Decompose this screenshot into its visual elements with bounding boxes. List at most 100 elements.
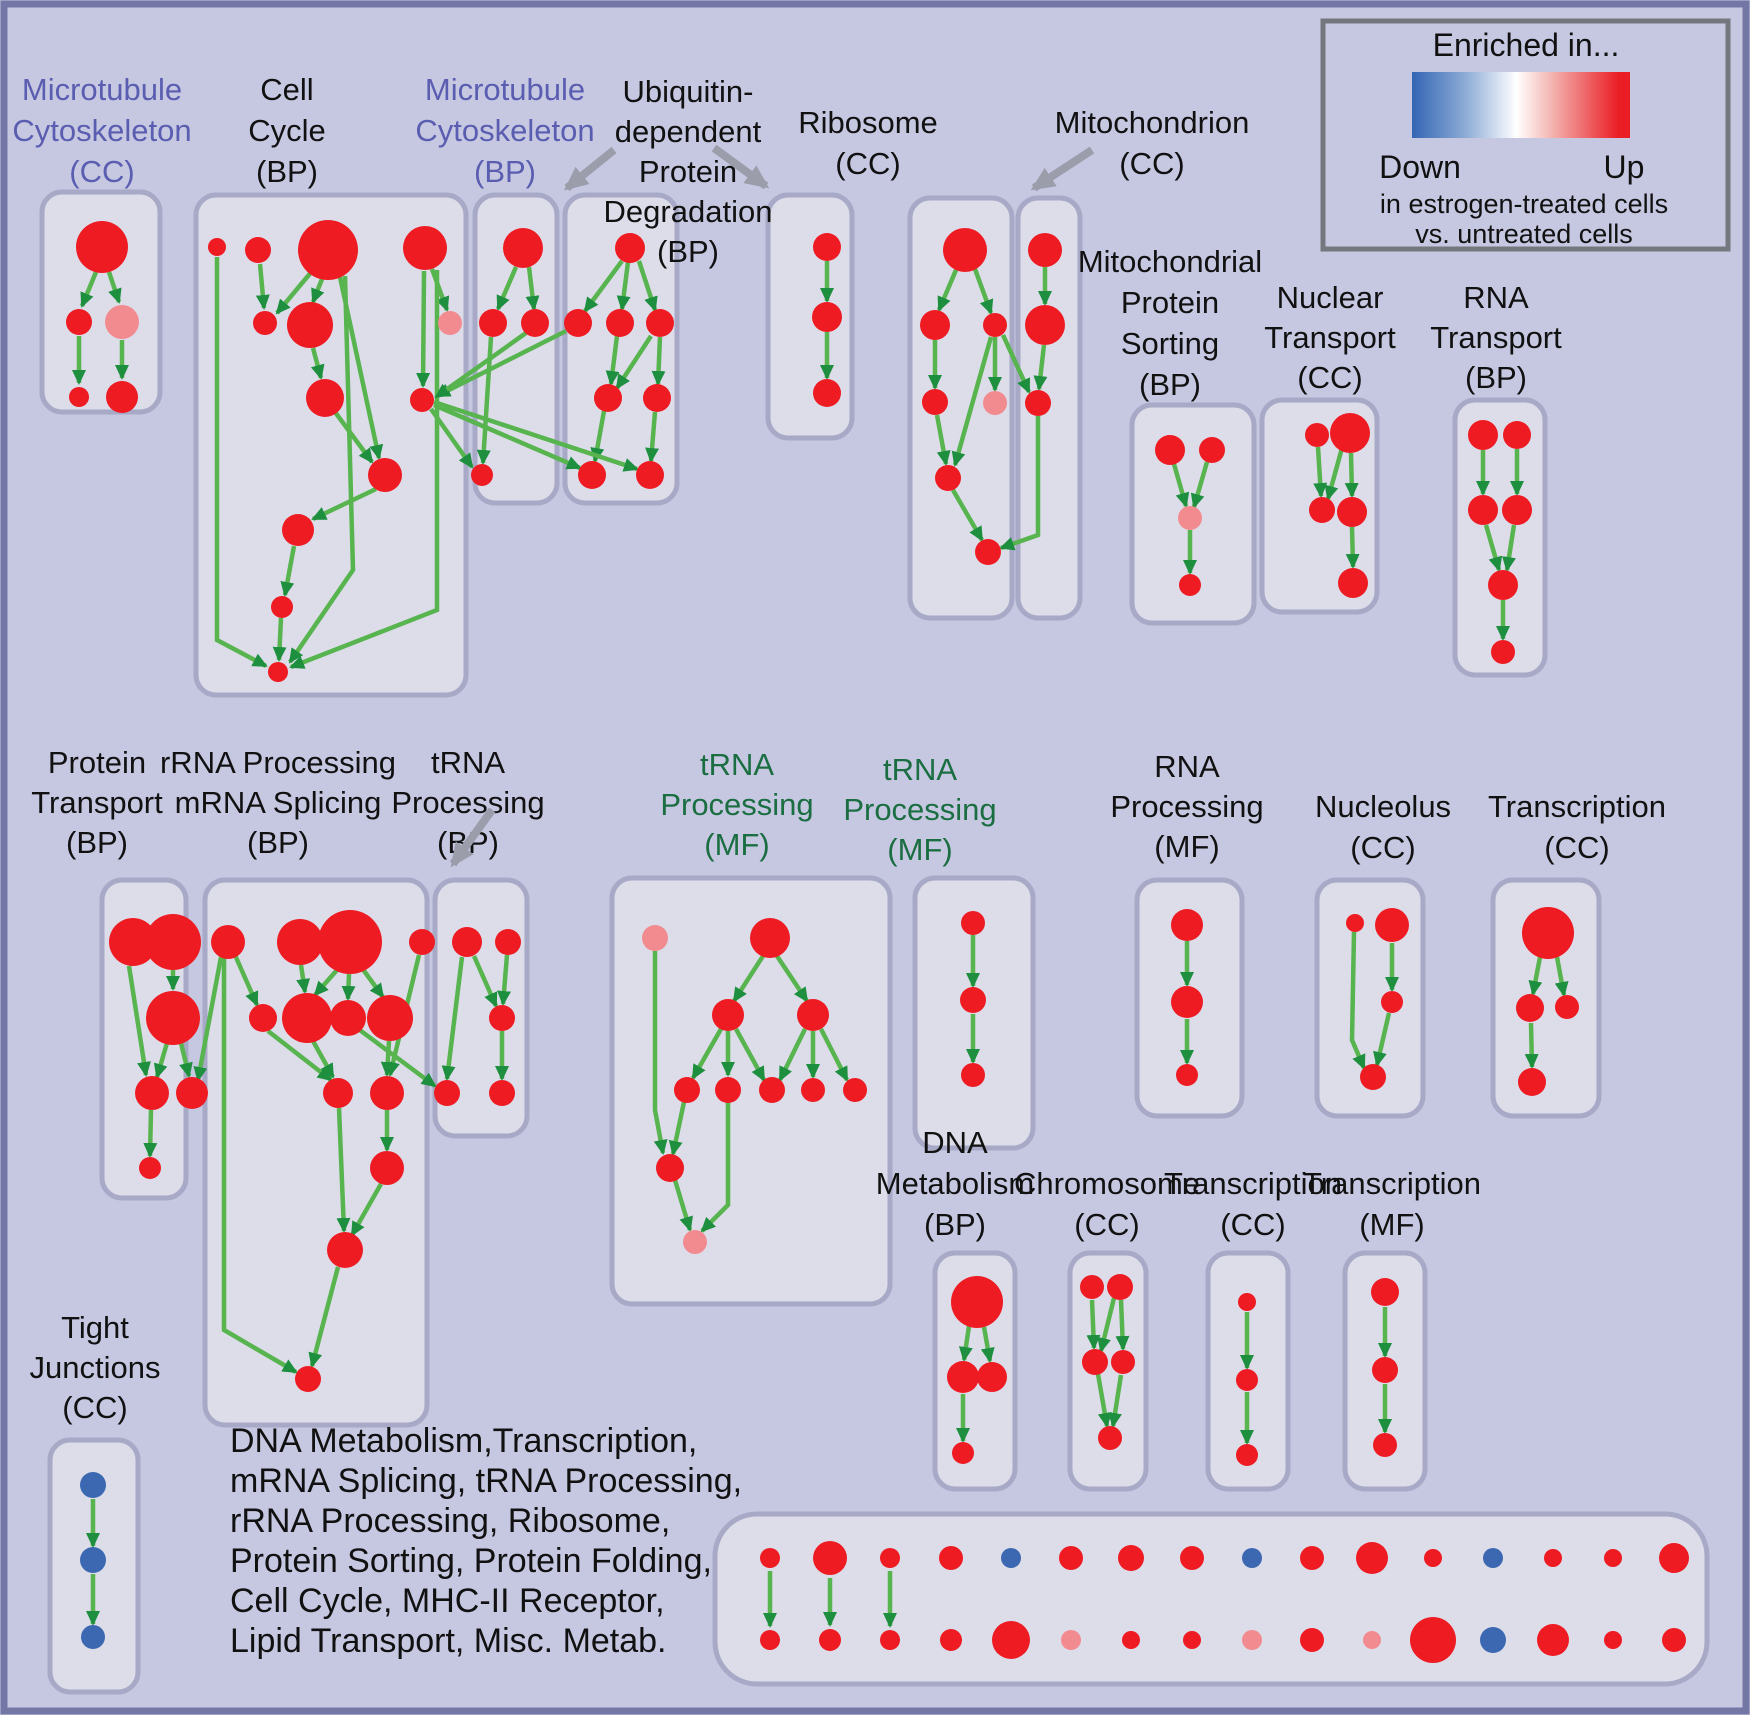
edge-arrow (1373, 1012, 1392, 1067)
group-label-rrna-processing-mrna-splicing-bp: rRNA Processing mRNA Splicing (BP) (160, 745, 396, 860)
misc-category-caption: DNA Metabolism,Transcription, mRNA Splici… (230, 1422, 742, 1660)
gene-node-blue (1001, 1548, 1021, 1568)
edge-arrow (1344, 452, 1359, 498)
gene-node-pink (1242, 1630, 1262, 1650)
gene-node-red (1305, 423, 1329, 447)
edge-arrow (126, 965, 151, 1077)
group-label-transcription-cc-bottom: Transcription (CC) (1164, 1166, 1342, 1242)
gene-node-red (1028, 233, 1062, 267)
gene-node-red (1502, 495, 1532, 525)
group-box-chromosome-cc (1067, 1250, 1149, 1492)
edge-arrow (672, 1179, 693, 1232)
edge-arrow (775, 954, 809, 1003)
gene-node-red (1338, 568, 1368, 598)
gene-node-red (939, 1546, 963, 1570)
gene-node-pink (983, 391, 1007, 415)
gene-node-red (271, 596, 293, 618)
gene-node-red (1171, 909, 1203, 941)
gene-node-red (1488, 570, 1518, 600)
gene-node-red (1179, 574, 1201, 596)
group-label-tight-junctions-cc: Tight Junctions (CC) (30, 1310, 161, 1425)
gene-node-red (1659, 1543, 1689, 1573)
gene-node-red (961, 911, 985, 935)
gene-node-red (1183, 1631, 1201, 1649)
group-label-trna-processing-mf-small: tRNA Processing (MF) (843, 752, 996, 867)
legend-title: Enriched in... (1433, 27, 1620, 63)
edge-arrow (416, 270, 431, 388)
gene-node-pink (1061, 1630, 1081, 1650)
gene-node-red (975, 539, 1001, 565)
legend-up-label: Up (1604, 149, 1645, 185)
edge-arrow (350, 1182, 383, 1237)
gene-node-red (992, 1621, 1030, 1659)
gene-node-red (1424, 1549, 1442, 1567)
edge-arrow (311, 486, 377, 522)
edge-arrow (296, 964, 311, 994)
gene-node-red (813, 379, 841, 407)
gene-node-red (1371, 1278, 1399, 1306)
edge-arrow (471, 955, 499, 1008)
gene-node-red (249, 1004, 277, 1032)
gene-node-red (801, 1078, 825, 1102)
group-label-transcription-cc-mid: Transcription (CC) (1488, 789, 1666, 865)
gene-node-red (715, 1077, 741, 1103)
gene-node-red (327, 1232, 363, 1268)
gene-node-red (318, 910, 382, 974)
legend-down-label: Down (1379, 149, 1461, 185)
edge-arrow (1190, 461, 1210, 509)
gene-node-red (1155, 435, 1185, 465)
gene-node-red (947, 1361, 979, 1393)
edge-arrow (1171, 463, 1190, 508)
cross-edge-arrow (433, 402, 582, 471)
gene-node-red (208, 238, 226, 256)
edge-arrow (1349, 931, 1367, 1070)
gene-node-red (1468, 420, 1498, 450)
gene-node-red (403, 226, 447, 270)
group-box-trna-processing-mf-small (912, 875, 1036, 1151)
edge-arrow (818, 1027, 850, 1082)
gene-node-red (1300, 1546, 1324, 1570)
gene-node-red (1375, 908, 1409, 942)
edge-arrow (1502, 524, 1517, 572)
edge-arrow (951, 336, 994, 467)
edge-arrow (178, 1042, 193, 1078)
gene-node-red (819, 1629, 841, 1651)
gene-node-red (1118, 1545, 1144, 1571)
edge-arrow (645, 411, 660, 463)
gene-node-blue (80, 1547, 106, 1573)
group-box-rna-transport-bp (1452, 397, 1548, 678)
edge-arrow (936, 269, 959, 312)
edge-arrow (980, 1326, 995, 1363)
gene-node-red (489, 1005, 515, 1031)
gene-node-red (935, 465, 961, 491)
gene-node-red (135, 1076, 169, 1110)
edge-arrow (1086, 1299, 1101, 1350)
gene-node-red (368, 458, 402, 492)
edge-arrow (951, 488, 984, 542)
edge-arrow (380, 1040, 395, 1077)
group-label-protein-transport-bp: Protein Transport (BP) (31, 745, 163, 860)
edge-arrow (341, 973, 356, 1001)
gene-node-red (636, 461, 664, 489)
gene-node-red (1372, 1357, 1398, 1383)
edge-arrow (590, 410, 607, 463)
edge-arrow (497, 954, 512, 1006)
edge-arrow (280, 545, 297, 597)
edge-arrow (429, 268, 450, 312)
group-box-ubiquitin-degradation-bp-1 (562, 192, 680, 506)
edge-arrow (934, 414, 951, 466)
gene-node-red (268, 662, 288, 682)
gene-node-red (367, 995, 413, 1041)
gene-node-blue (1480, 1627, 1506, 1653)
gene-node-red (1604, 1549, 1622, 1567)
gene-node-red (471, 464, 493, 486)
group-box-microtubule-cytoskeleton-bp (472, 192, 560, 506)
gene-node-red (922, 389, 948, 415)
gene-node-pink (642, 925, 668, 951)
gene-node-red (1180, 1546, 1204, 1570)
gene-node-red (843, 1078, 867, 1102)
edge-arrow (310, 347, 325, 380)
edge-arrow (336, 1107, 351, 1233)
gene-node-red (880, 1548, 900, 1568)
cross-edge-arrow (435, 328, 568, 399)
